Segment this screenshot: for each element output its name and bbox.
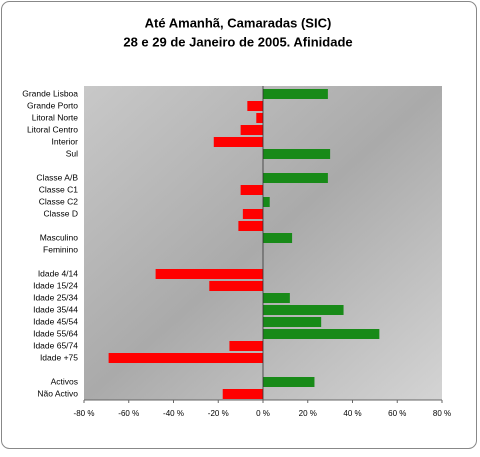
bar xyxy=(222,389,263,399)
bar xyxy=(238,221,263,231)
x-tick-label: 40 % xyxy=(343,409,361,418)
bar xyxy=(263,233,293,243)
bar xyxy=(240,185,263,195)
bar xyxy=(247,101,263,111)
chart-subtitle: 28 e 29 de Janeiro de 2005. Afinidade xyxy=(123,34,352,49)
x-tick-label: -80 % xyxy=(74,409,95,418)
y-tick-label: Não Activo xyxy=(37,388,78,398)
x-tick-label: 80 % xyxy=(433,409,451,418)
bar xyxy=(209,281,263,291)
y-tick-label: Idade 35/44 xyxy=(33,304,78,314)
x-tick-label: 60 % xyxy=(388,409,406,418)
bar xyxy=(240,125,263,135)
y-tick-label: Masculino xyxy=(40,232,79,242)
chart-title: Até Amanhã, Camaradas (SIC) xyxy=(145,15,332,30)
x-tick-label: -40 % xyxy=(163,409,184,418)
x-tick-label: -20 % xyxy=(208,409,229,418)
y-tick-label: Interior xyxy=(52,136,79,146)
y-tick-label: Classe C1 xyxy=(39,184,78,194)
y-tick-label: Grande Lisboa xyxy=(22,88,78,98)
bar xyxy=(229,341,263,351)
y-tick-label: Idade 65/74 xyxy=(33,340,78,350)
bar xyxy=(263,197,270,207)
y-tick-label: Sul xyxy=(66,148,78,158)
bar xyxy=(155,269,263,279)
bar xyxy=(263,149,331,159)
y-tick-label: Classe D xyxy=(44,208,78,218)
y-tick-label: Litoral Norte xyxy=(32,112,79,122)
y-tick-label: Idade 15/24 xyxy=(33,280,78,290)
bar xyxy=(263,377,315,387)
x-tick-label: -60 % xyxy=(118,409,139,418)
y-tick-label: Litoral Centro xyxy=(27,124,78,134)
bar xyxy=(256,113,263,123)
y-tick-label: Classe C2 xyxy=(39,196,78,206)
y-tick-label: Activos xyxy=(51,376,78,386)
bar xyxy=(263,305,344,315)
y-tick-label: Idade 4/14 xyxy=(38,268,78,278)
bar xyxy=(213,137,263,147)
bar xyxy=(263,329,380,339)
y-tick-label: Idade +75 xyxy=(40,352,78,362)
x-tick-label: 20 % xyxy=(299,409,317,418)
bar xyxy=(263,293,290,303)
bar xyxy=(108,353,263,363)
y-tick-label: Idade 45/54 xyxy=(33,316,78,326)
y-tick-label: Idade 25/34 xyxy=(33,292,78,302)
bar xyxy=(263,173,328,183)
bar xyxy=(242,209,263,219)
bar xyxy=(263,89,328,99)
y-tick-label: Idade 55/64 xyxy=(33,328,78,338)
y-tick-label: Classe A/B xyxy=(36,172,78,182)
y-tick-label: Feminino xyxy=(43,244,78,254)
bar xyxy=(263,317,322,327)
y-tick-label: Grande Porto xyxy=(27,100,78,110)
x-tick-label: 0 % xyxy=(256,409,270,418)
